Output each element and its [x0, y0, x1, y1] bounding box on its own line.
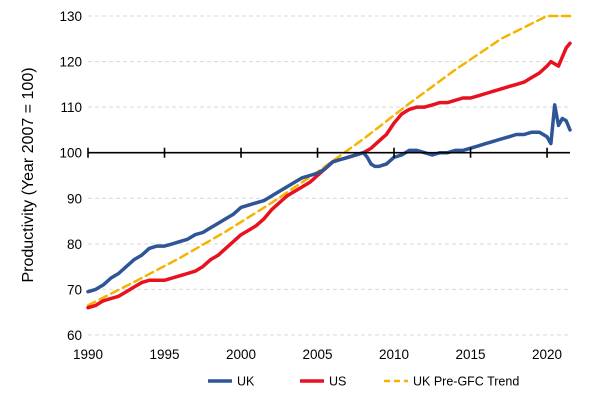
legend-label: UK Pre-GFC Trend	[413, 375, 519, 389]
series-line-uk	[86, 103, 572, 294]
x-tick-label: 1995	[149, 347, 179, 362]
legend-label: US	[329, 375, 346, 389]
y-tick-label: 100	[59, 146, 82, 161]
reference-axis	[87, 147, 570, 158]
x-tick-label: 2000	[226, 347, 256, 362]
gridlines	[88, 15, 570, 336]
series-line-uk-pre-gfc-trend	[86, 14, 572, 307]
y-tick-label: 90	[67, 191, 82, 206]
y-tick-label: 80	[67, 237, 82, 252]
x-tick-label: 2015	[456, 347, 486, 362]
legend-label: UK	[237, 375, 255, 389]
series-layer	[86, 14, 572, 310]
y-tick-label: 70	[67, 282, 82, 297]
x-tick-label: 2020	[532, 347, 562, 362]
x-tick-label: 2005	[303, 347, 333, 362]
x-tick-label: 2010	[379, 347, 409, 362]
legend: UK US UK Pre-GFC Trend	[208, 375, 519, 389]
y-tick-label: 130	[59, 9, 82, 24]
y-axis-title: Productivity (Year 2007 = 100)	[20, 67, 37, 282]
y-tick-label: 120	[59, 55, 82, 70]
x-tick-label: 1990	[73, 347, 103, 362]
y-tick-label: 110	[60, 100, 82, 115]
y-tick-label: 60	[67, 328, 82, 343]
y-tick-labels: 60 70 80 90 100 110 120 130	[59, 9, 82, 343]
x-tick-labels: 1990 1995 2000 2005 2010 2015 2020	[73, 347, 562, 362]
